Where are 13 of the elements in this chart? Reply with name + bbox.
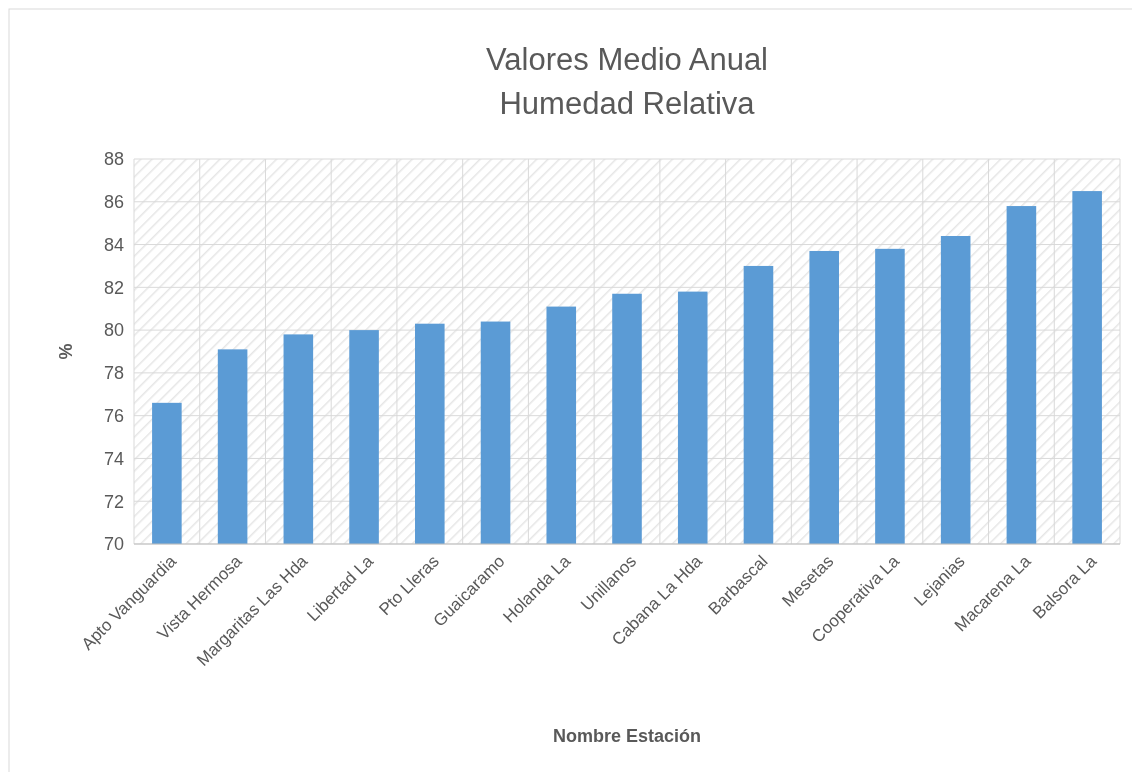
y-tick-label: 70 [103,534,124,555]
y-tick-label: 78 [103,363,124,384]
y-tick-label: 84 [103,234,124,255]
chart-title: Valores Medio Anual Humedad Relativa [485,42,769,121]
y-axis-title: % [56,343,76,360]
y-tick-label: 76 [103,405,124,426]
y-tick-label: 88 [103,149,124,170]
y-tick-label: 74 [103,448,124,469]
y-tick-label: 80 [103,320,124,341]
y-tick-label: 82 [103,277,124,298]
x-axis-title: Nombre Estación [552,726,702,746]
y-tick-label: 72 [103,491,124,512]
y-tick-label: 86 [103,192,124,213]
